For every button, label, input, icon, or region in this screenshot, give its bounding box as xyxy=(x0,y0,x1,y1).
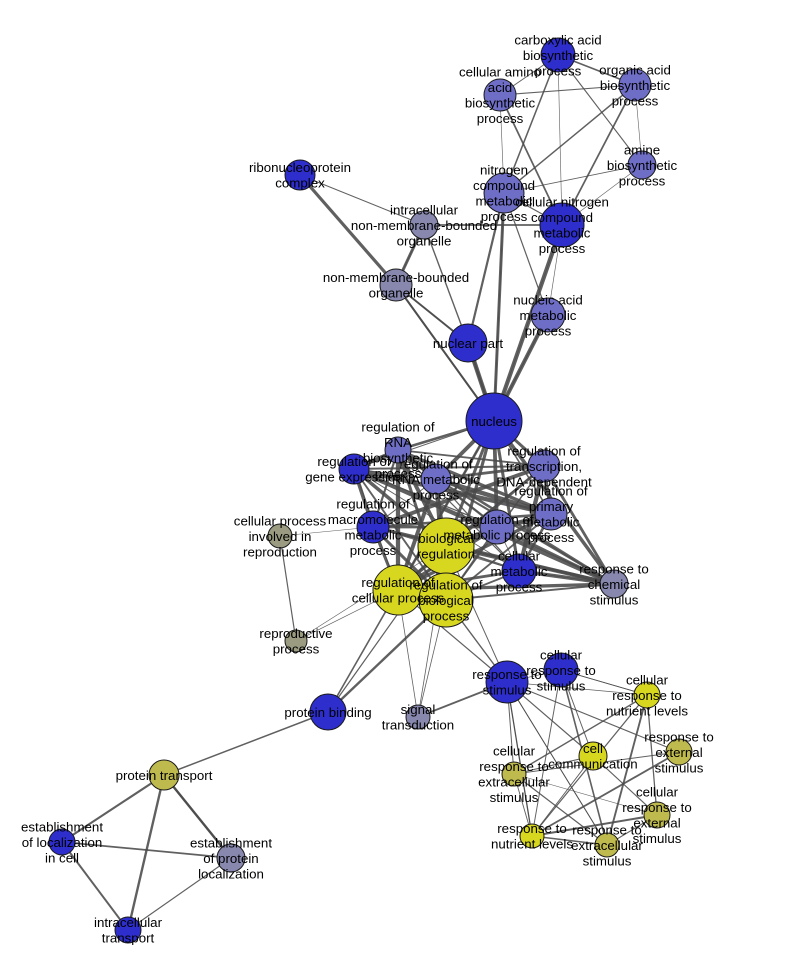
svg-text:extracellular: extracellular xyxy=(478,775,550,790)
svg-text:process: process xyxy=(413,487,460,502)
svg-text:regulation of: regulation of xyxy=(317,454,390,469)
svg-text:of protein: of protein xyxy=(203,851,258,866)
svg-text:transcription,: transcription, xyxy=(506,459,582,474)
svg-text:response to: response to xyxy=(612,688,681,703)
svg-text:RNA metabolic: RNA metabolic xyxy=(392,472,480,487)
svg-text:protein binding: protein binding xyxy=(284,705,371,720)
svg-text:stimulus: stimulus xyxy=(483,683,532,698)
svg-text:organelle: organelle xyxy=(397,233,452,248)
svg-text:establishment: establishment xyxy=(21,819,103,834)
svg-text:cellular: cellular xyxy=(493,744,536,759)
svg-text:response to: response to xyxy=(622,800,691,815)
svg-text:metabolic: metabolic xyxy=(520,308,577,323)
svg-text:biological: biological xyxy=(418,593,473,608)
svg-text:chemical: chemical xyxy=(588,577,641,592)
svg-text:regulation of: regulation of xyxy=(507,443,580,458)
svg-text:RNA: RNA xyxy=(384,435,412,450)
svg-text:response to: response to xyxy=(479,759,548,774)
svg-text:amine: amine xyxy=(624,142,660,157)
svg-text:gene expression: gene expression xyxy=(305,470,403,485)
svg-text:process: process xyxy=(612,93,659,108)
svg-text:process: process xyxy=(496,579,543,594)
svg-text:non-membrane-bounded: non-membrane-bounded xyxy=(323,270,469,285)
svg-text:in cell: in cell xyxy=(45,850,79,865)
svg-text:carboxylic acid: carboxylic acid xyxy=(514,32,601,47)
svg-text:macromolecule: macromolecule xyxy=(328,512,418,527)
svg-text:compound: compound xyxy=(531,210,593,225)
svg-text:acid: acid xyxy=(488,80,512,95)
svg-text:regulation of: regulation of xyxy=(361,420,434,435)
svg-text:cellular amino: cellular amino xyxy=(459,65,541,80)
svg-text:biosynthetic: biosynthetic xyxy=(523,48,594,63)
svg-text:biological: biological xyxy=(418,531,473,546)
svg-text:stimulus: stimulus xyxy=(490,790,539,805)
svg-text:biosynthetic: biosynthetic xyxy=(607,158,678,173)
svg-text:stimulus: stimulus xyxy=(655,760,704,775)
svg-text:response to: response to xyxy=(497,821,566,836)
svg-text:transport: transport xyxy=(102,931,155,946)
svg-text:reproductive: reproductive xyxy=(259,626,332,641)
svg-text:establishment: establishment xyxy=(190,835,272,850)
svg-text:nitrogen: nitrogen xyxy=(480,163,528,178)
svg-text:communication: communication xyxy=(548,757,637,772)
svg-text:of localization: of localization xyxy=(22,835,103,850)
svg-text:cellular nitrogen: cellular nitrogen xyxy=(515,195,609,210)
svg-text:stimulus: stimulus xyxy=(590,592,639,607)
svg-text:process: process xyxy=(535,63,582,78)
svg-text:stimulus: stimulus xyxy=(537,678,586,693)
svg-text:metabolic: metabolic xyxy=(491,564,548,579)
svg-text:nutrient levels: nutrient levels xyxy=(606,703,688,718)
svg-text:intracellular: intracellular xyxy=(390,202,459,217)
svg-text:process: process xyxy=(525,323,572,338)
svg-text:intracellular: intracellular xyxy=(94,915,163,930)
svg-text:regulation of: regulation of xyxy=(399,456,472,471)
svg-text:cellular process: cellular process xyxy=(234,513,327,528)
svg-text:cellular: cellular xyxy=(498,548,541,563)
svg-text:organic acid: organic acid xyxy=(599,62,671,77)
svg-text:response to: response to xyxy=(644,729,713,744)
svg-text:compound: compound xyxy=(473,178,535,193)
svg-text:signal: signal xyxy=(401,702,436,717)
svg-text:process: process xyxy=(477,111,524,126)
svg-text:process: process xyxy=(273,642,320,657)
svg-text:regulation of: regulation of xyxy=(460,512,533,527)
svg-text:reproduction: reproduction xyxy=(243,544,317,559)
svg-text:response to: response to xyxy=(579,561,648,576)
svg-text:biosynthetic: biosynthetic xyxy=(600,78,671,93)
svg-text:process: process xyxy=(350,543,397,558)
svg-text:process: process xyxy=(423,608,470,623)
svg-text:nutrient levels: nutrient levels xyxy=(491,837,573,852)
svg-text:metabolic: metabolic xyxy=(534,226,591,241)
svg-text:complex: complex xyxy=(275,176,325,191)
svg-text:nucleus: nucleus xyxy=(471,414,517,429)
svg-text:biosynthetic: biosynthetic xyxy=(465,96,536,111)
svg-text:external: external xyxy=(655,745,702,760)
svg-text:localization: localization xyxy=(198,866,264,881)
svg-text:protein transport: protein transport xyxy=(116,768,213,783)
svg-text:regulation of: regulation of xyxy=(409,577,482,592)
svg-text:cellular: cellular xyxy=(636,785,679,800)
svg-text:nucleic acid: nucleic acid xyxy=(513,292,582,307)
svg-text:ribonucleoprotein: ribonucleoprotein xyxy=(249,160,351,175)
svg-text:response to: response to xyxy=(526,663,595,678)
svg-text:cell: cell xyxy=(583,741,603,756)
svg-text:organelle: organelle xyxy=(369,286,424,301)
svg-text:regulation of: regulation of xyxy=(514,484,587,499)
svg-text:extracellular: extracellular xyxy=(571,838,643,853)
svg-text:cellular: cellular xyxy=(540,647,583,662)
svg-text:response to: response to xyxy=(572,822,641,837)
svg-text:involved in: involved in xyxy=(249,529,312,544)
svg-text:process: process xyxy=(539,241,586,256)
svg-text:stimulus: stimulus xyxy=(583,853,632,868)
svg-text:cellular: cellular xyxy=(626,672,669,687)
svg-text:nuclear part: nuclear part xyxy=(433,336,504,351)
svg-text:metabolic: metabolic xyxy=(345,528,402,543)
svg-text:regulation of: regulation of xyxy=(336,497,409,512)
svg-text:transduction: transduction xyxy=(382,718,454,733)
svg-text:regulation: regulation xyxy=(417,547,475,562)
svg-text:process: process xyxy=(619,173,666,188)
svg-text:non-membrane-bounded: non-membrane-bounded xyxy=(351,218,497,233)
svg-text:primary: primary xyxy=(529,499,574,514)
